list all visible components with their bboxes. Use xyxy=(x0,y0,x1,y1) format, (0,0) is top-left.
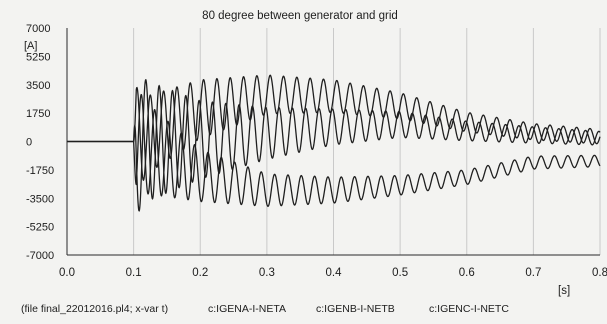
x-unit-label: [s] xyxy=(558,285,570,297)
x-tick-label: 0.8 xyxy=(592,267,607,279)
y-tick-label: -5250 xyxy=(26,222,54,234)
x-tick-labels: 0.0 0.1 0.2 0.3 0.4 0.5 0.6 0.7 0.8 xyxy=(59,267,607,279)
y-tick-label: 7000 xyxy=(26,23,50,35)
x-tick-label: 0.0 xyxy=(59,267,75,279)
y-unit-label: [A] xyxy=(24,40,37,52)
x-tick-label: 0.7 xyxy=(525,267,541,279)
y-tick-label: -1750 xyxy=(26,165,54,177)
x-tick-label: 0.2 xyxy=(192,267,208,279)
current-traces xyxy=(67,74,601,212)
x-tick-label: 0.5 xyxy=(392,267,408,279)
y-tick-label: -3500 xyxy=(26,193,54,205)
y-tick-label: 0 xyxy=(26,137,32,149)
legend-series-a: c:IGENA-I-NETA xyxy=(208,303,286,315)
x-tick-label: 0.6 xyxy=(459,267,475,279)
y-tick-labels: 7000 5250 3500 1750 0 -1750 -3500 -5250 -7000 xyxy=(26,23,54,262)
legend-series-b: c:IGENB-I-NETB xyxy=(316,303,395,315)
y-tick-label: 5250 xyxy=(26,51,50,63)
y-tick-label: 1750 xyxy=(26,108,50,120)
y-tick-label: 3500 xyxy=(26,80,50,92)
x-tick-label: 0.4 xyxy=(326,267,343,279)
series-line-3 xyxy=(67,93,601,207)
chart-title: 80 degree between generator and grid xyxy=(202,10,398,22)
legend-series-c: c:IGENC-I-NETC xyxy=(429,303,509,315)
series-line-2 xyxy=(67,79,601,212)
x-tick-label: 0.3 xyxy=(259,267,275,279)
source-note: (file final_22012016.pl4; x-var t) xyxy=(21,303,168,315)
vertical-grid xyxy=(133,28,601,255)
series-line-1 xyxy=(67,74,601,182)
y-tick-label: -7000 xyxy=(26,250,54,262)
x-tick-label: 0.1 xyxy=(126,267,142,279)
